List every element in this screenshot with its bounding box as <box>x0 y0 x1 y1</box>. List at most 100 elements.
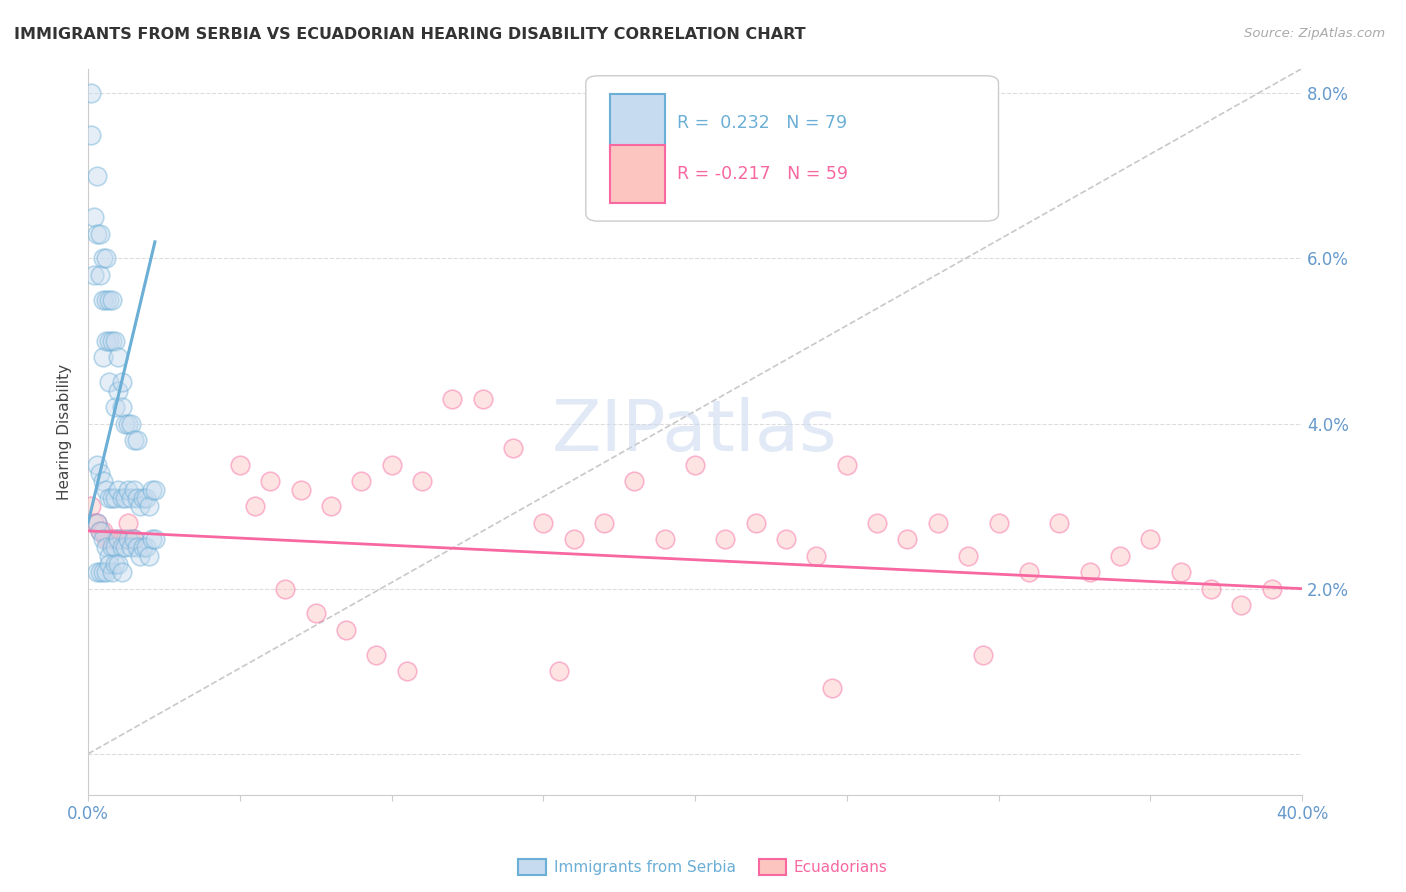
Point <box>96 334 118 348</box>
Point <box>80 128 103 142</box>
Point <box>86 516 108 530</box>
Point <box>141 483 163 497</box>
Point <box>80 87 103 101</box>
Point <box>957 549 980 563</box>
Point <box>683 458 706 472</box>
Text: R =  0.232   N = 79: R = 0.232 N = 79 <box>676 114 846 132</box>
Point <box>98 549 121 563</box>
Point <box>107 483 129 497</box>
Point <box>114 491 136 505</box>
Point <box>91 351 114 365</box>
Point <box>98 491 121 505</box>
Point <box>1139 532 1161 546</box>
Point <box>987 516 1010 530</box>
Point <box>107 351 129 365</box>
Point <box>1109 549 1132 563</box>
Point <box>104 491 127 505</box>
Point <box>411 475 433 489</box>
Point <box>229 458 252 472</box>
Point <box>91 565 114 579</box>
Point <box>101 532 124 546</box>
Point <box>122 483 145 497</box>
Point <box>107 557 129 571</box>
Point <box>319 499 342 513</box>
FancyBboxPatch shape <box>610 145 665 203</box>
Point <box>120 532 142 546</box>
Point <box>96 483 118 497</box>
Point <box>143 483 166 497</box>
Point <box>547 664 569 678</box>
Text: Source: ZipAtlas.com: Source: ZipAtlas.com <box>1244 27 1385 40</box>
Point <box>1260 582 1282 596</box>
Point <box>866 516 889 530</box>
Point <box>395 664 418 678</box>
Point <box>820 681 842 695</box>
Point <box>120 541 142 555</box>
Point <box>104 541 127 555</box>
Point <box>114 532 136 546</box>
Point <box>110 376 132 390</box>
Point <box>1018 565 1040 579</box>
Point <box>86 169 108 183</box>
Point <box>110 565 132 579</box>
Point <box>101 293 124 307</box>
Point <box>98 334 121 348</box>
Point <box>835 458 858 472</box>
Point <box>91 252 114 266</box>
FancyBboxPatch shape <box>610 94 665 152</box>
Point <box>117 483 139 497</box>
Text: IMMIGRANTS FROM SERBIA VS ECUADORIAN HEARING DISABILITY CORRELATION CHART: IMMIGRANTS FROM SERBIA VS ECUADORIAN HEA… <box>14 27 806 42</box>
Point <box>107 532 129 546</box>
Point <box>83 268 105 282</box>
Point <box>350 475 373 489</box>
Point <box>91 475 114 489</box>
Point <box>96 565 118 579</box>
Point <box>122 433 145 447</box>
Point <box>104 400 127 414</box>
Point <box>89 565 111 579</box>
Point <box>91 524 114 538</box>
Point <box>98 293 121 307</box>
Point <box>91 293 114 307</box>
Point <box>101 541 124 555</box>
Point <box>531 516 554 530</box>
Point <box>80 499 103 513</box>
Point <box>89 466 111 480</box>
Point <box>110 400 132 414</box>
Point <box>1230 598 1253 612</box>
Point <box>98 376 121 390</box>
Point <box>107 384 129 398</box>
Point <box>104 334 127 348</box>
Point <box>502 442 524 456</box>
Legend: Immigrants from Serbia, Ecuadorians: Immigrants from Serbia, Ecuadorians <box>513 855 893 880</box>
Point <box>83 516 105 530</box>
Point <box>1047 516 1070 530</box>
Text: R = -0.217   N = 59: R = -0.217 N = 59 <box>676 165 848 183</box>
Point <box>89 524 111 538</box>
Point <box>132 541 155 555</box>
Point <box>117 516 139 530</box>
Point <box>562 532 585 546</box>
Point <box>120 491 142 505</box>
Point <box>259 475 281 489</box>
Y-axis label: Hearing Disability: Hearing Disability <box>58 364 72 500</box>
Point <box>96 532 118 546</box>
Point <box>114 417 136 431</box>
Point <box>86 565 108 579</box>
Point <box>274 582 297 596</box>
Point <box>141 532 163 546</box>
Point <box>83 210 105 224</box>
Point <box>366 648 388 662</box>
Point <box>1170 565 1192 579</box>
Point <box>132 491 155 505</box>
Point <box>1078 565 1101 579</box>
Point <box>135 491 157 505</box>
Point <box>1199 582 1222 596</box>
Point <box>89 268 111 282</box>
Point <box>128 499 150 513</box>
Point <box>120 417 142 431</box>
Point <box>86 227 108 241</box>
Point <box>104 532 127 546</box>
Point <box>896 532 918 546</box>
Point <box>441 392 464 406</box>
